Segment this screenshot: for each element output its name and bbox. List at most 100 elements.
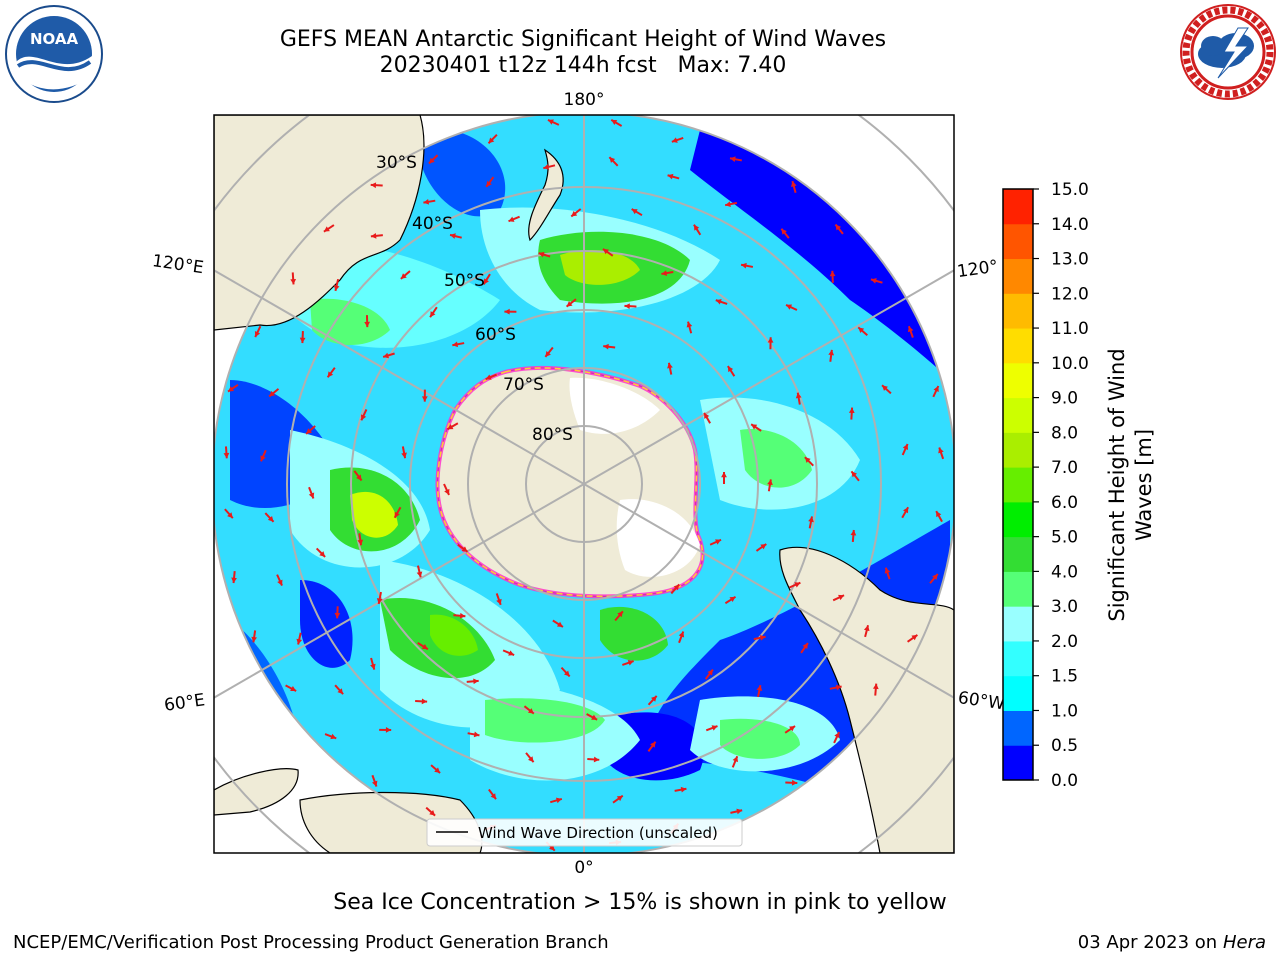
- wave-direction-arrowhead: [566, 301, 573, 307]
- wave-direction-arrowhead: [555, 797, 562, 804]
- lat-label-70s: 70°S: [503, 375, 544, 395]
- wave-direction-arrowhead: [508, 650, 515, 656]
- colorbar-tick-label: 0.5: [1051, 736, 1078, 756]
- wave-direction-arrowhead: [756, 685, 763, 691]
- colorbar-tick-label: 1.0: [1051, 701, 1078, 721]
- wave-direction-arrowhead: [459, 612, 466, 619]
- wave-direction-arrowhead: [902, 444, 909, 451]
- wave-direction-arrowhead: [364, 321, 371, 328]
- wave-direction-arrowhead: [486, 180, 492, 187]
- colorbar-tick-label: 11.0: [1051, 319, 1089, 339]
- footer-date-text: 03 Apr 2023 on: [1077, 932, 1223, 953]
- wave-direction-arrowhead: [938, 447, 944, 454]
- wave-direction-arrowhead: [627, 660, 634, 666]
- colorbar-segment: [1003, 710, 1033, 746]
- wave-direction-arrowhead: [430, 311, 436, 318]
- wave-direction-arrowhead: [444, 488, 450, 495]
- colorbar-segment: [1003, 675, 1033, 711]
- colorbar-tick-label: 14.0: [1051, 215, 1089, 235]
- colorbar-segment: [1003, 258, 1033, 294]
- wave-direction-arrowhead: [611, 119, 618, 126]
- wave-direction-arrowhead: [260, 455, 266, 462]
- colorbar-segment: [1003, 606, 1033, 642]
- wave-direction-arrowhead: [306, 428, 313, 434]
- wave-direction-arrowhead: [667, 173, 674, 180]
- colorbar-segment: [1003, 501, 1033, 538]
- wave-direction-arrowhead: [330, 733, 337, 740]
- wave-direction-arrowhead: [617, 611, 623, 618]
- wave-direction-arrowhead: [483, 278, 489, 285]
- wave-direction-arrowhead: [907, 326, 914, 333]
- wave-direction-arrowhead: [741, 262, 747, 269]
- lat-label-80s: 80°S: [532, 425, 573, 445]
- colorbar-tick-label: 4.0: [1051, 562, 1078, 582]
- wave-direction-arrowhead: [704, 412, 710, 419]
- wave-direction-arrowhead: [571, 210, 578, 217]
- wave-direction-arrowhead: [707, 669, 713, 676]
- wave-direction-arrowhead: [385, 727, 392, 733]
- wave-direction-arrowhead: [932, 573, 938, 580]
- wave-direction-arrowhead: [624, 303, 630, 310]
- wave-direction-arrowhead: [834, 732, 840, 739]
- wave-direction-arrowhead: [693, 224, 700, 231]
- wave-direction-arrowhead: [781, 228, 787, 235]
- wave-direction-arrowhead: [452, 341, 459, 348]
- wave-direction-arrowhead: [400, 273, 407, 279]
- wave-direction-arrowhead: [383, 352, 390, 359]
- wave-direction-arrowhead: [527, 708, 534, 714]
- wave-direction-arrowhead: [850, 530, 857, 536]
- colorbar-segment: [1003, 362, 1033, 399]
- wave-direction-arrowhead: [786, 304, 793, 310]
- wave-direction-arrowhead: [715, 299, 722, 305]
- colorbar-segment: [1003, 571, 1033, 607]
- colorbar-label-line-2: Waves [m]: [1132, 429, 1156, 541]
- wave-direction-arrowhead: [829, 270, 836, 277]
- wave-direction-arrowhead: [360, 414, 367, 421]
- wave-direction-arrowhead: [678, 631, 685, 638]
- wave-direction-arrowhead: [223, 452, 230, 459]
- wave-direction-arrowhead: [277, 579, 283, 586]
- wave-direction-arrowhead: [835, 224, 842, 231]
- wave-direction-arrowhead: [370, 663, 376, 670]
- lat-label-30s: 30°S: [376, 153, 417, 173]
- wave-direction-arrowhead: [725, 201, 731, 208]
- lon-label-60e: 60°E: [163, 690, 206, 715]
- wave-direction-arrowhead: [767, 337, 774, 343]
- wave-direction-arrowhead: [751, 424, 758, 430]
- colorbar-segment: [1003, 640, 1033, 677]
- wave-direction-arrowhead: [848, 407, 855, 414]
- wave-direction-arrowhead: [421, 698, 428, 705]
- wave-direction-arrowhead: [804, 457, 811, 463]
- wave-direction-arrowhead: [711, 725, 718, 731]
- wave-direction-arrowhead: [767, 479, 773, 486]
- colorbar-label-line-1: Significant Height of Wind: [1105, 348, 1129, 621]
- footer-machine: Hera: [1222, 932, 1266, 953]
- lat-label-40s: 40°S: [412, 214, 453, 234]
- wave-direction-arrowhead: [528, 756, 534, 763]
- wave-direction-arrowhead: [545, 350, 551, 357]
- wave-direction-arrowhead: [428, 157, 435, 164]
- sea-ice-note: Sea Ice Concentration > 15% is shown in …: [333, 890, 947, 915]
- colorbar-frame: [1002, 188, 1034, 781]
- colorbar-tick-label: 0.0: [1051, 771, 1078, 791]
- wave-direction-arrowhead: [423, 198, 430, 205]
- wave-direction-arrowhead: [870, 278, 877, 284]
- wave-direction-arrowhead: [357, 539, 364, 546]
- wave-direction-arrowhead: [667, 362, 673, 369]
- colorbar-segment: [1003, 745, 1033, 781]
- colorbar-tick-label: 6.0: [1051, 493, 1078, 513]
- wave-direction-arrowhead: [650, 695, 657, 702]
- lon-label-120w: 120°: [956, 257, 999, 283]
- wave-direction-arrowhead: [661, 270, 668, 276]
- colorbar-tick-label: 13.0: [1051, 250, 1089, 270]
- wave-direction-arrowhead: [631, 209, 638, 215]
- wave-direction-arrowhead: [371, 780, 378, 787]
- wave-direction-arrowhead: [416, 571, 423, 578]
- wave-direction-arrowhead: [828, 349, 835, 356]
- wave-direction-arrowhead: [933, 386, 939, 392]
- colorbar-tick-label: 5.0: [1051, 528, 1078, 548]
- colorbar-tick-label: 12.0: [1051, 284, 1089, 304]
- wave-direction-arrowhead: [593, 756, 600, 763]
- wave-direction-arrowhead: [851, 471, 857, 478]
